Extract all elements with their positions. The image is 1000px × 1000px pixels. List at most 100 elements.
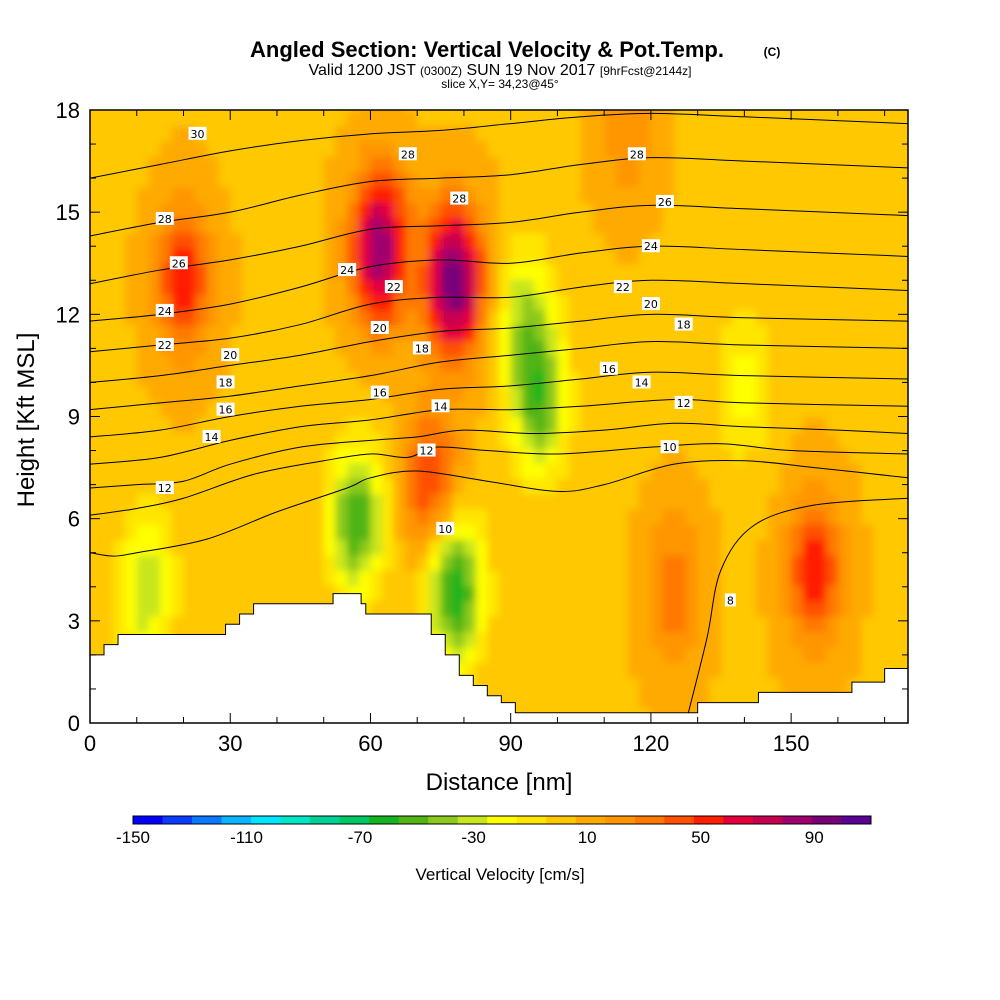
- velocity-cell: [475, 339, 489, 357]
- velocity-cell: [417, 247, 430, 265]
- velocity-cell: [183, 431, 197, 449]
- velocity-cell: [288, 293, 302, 311]
- velocity-cell: [90, 493, 103, 510]
- velocity-cell: [487, 140, 500, 157]
- velocity-cell: [300, 278, 314, 295]
- velocity-cell: [230, 324, 243, 341]
- velocity-cell: [463, 585, 477, 602]
- velocity-cell: [160, 324, 173, 341]
- velocity-cell: [650, 110, 664, 127]
- velocity-cell: [265, 355, 278, 372]
- theta-contour-line: [687, 497, 908, 713]
- velocity-cell: [779, 631, 793, 648]
- velocity-cell: [721, 232, 734, 249]
- velocity-cell: [802, 324, 816, 341]
- velocity-cell: [510, 554, 524, 571]
- velocity-cell: [195, 324, 208, 341]
- velocity-cell: [767, 493, 781, 510]
- velocity-cell: [347, 355, 360, 372]
- contour-label: 12: [674, 395, 693, 410]
- velocity-cell: [674, 339, 687, 357]
- velocity-cell: [534, 217, 547, 234]
- velocity-cell: [90, 431, 103, 449]
- velocity-cell: [814, 339, 828, 357]
- velocity-cell: [312, 401, 325, 418]
- velocity-cell: [358, 155, 372, 173]
- velocity-cell: [674, 677, 687, 694]
- velocity-cell: [300, 508, 314, 525]
- velocity-cell: [241, 554, 255, 571]
- velocity-cell: [674, 661, 687, 679]
- velocity-cell: [697, 508, 711, 525]
- velocity-cell: [709, 201, 723, 219]
- velocity-cell: [861, 661, 874, 679]
- velocity-cell: [557, 217, 571, 234]
- colorbar-swatch: [841, 816, 872, 824]
- velocity-cell: [697, 477, 711, 495]
- velocity-cell: [522, 247, 536, 265]
- velocity-cell: [802, 523, 816, 541]
- velocity-cell: [545, 140, 559, 157]
- velocity-cell: [230, 385, 243, 403]
- velocity-cell: [300, 201, 314, 219]
- velocity-cell: [230, 201, 243, 219]
- velocity-cell: [335, 186, 349, 203]
- velocity-cell: [136, 155, 150, 173]
- velocity-cell: [744, 217, 758, 234]
- velocity-cell: [639, 201, 652, 219]
- velocity-cell: [475, 370, 489, 387]
- colorbar-swatch: [634, 816, 665, 824]
- colorbar-swatch: [752, 816, 783, 824]
- contour-label: 12: [155, 481, 174, 495]
- velocity-cell: [814, 140, 828, 157]
- velocity-cell: [510, 416, 524, 433]
- velocity-cell: [896, 401, 908, 418]
- velocity-cell: [171, 462, 185, 479]
- velocity-cell: [440, 600, 454, 617]
- velocity-cell: [358, 110, 372, 127]
- velocity-cell: [580, 431, 594, 449]
- velocity-cell: [767, 293, 781, 311]
- velocity-cell: [171, 201, 185, 219]
- velocity-cell: [580, 508, 594, 525]
- velocity-cell: [604, 692, 617, 709]
- velocity-cell: [639, 585, 652, 602]
- velocity-cell: [802, 462, 816, 479]
- velocity-cell: [171, 355, 185, 372]
- velocity-cell: [721, 201, 734, 219]
- velocity-cell: [148, 355, 162, 372]
- velocity-cell: [580, 263, 594, 280]
- velocity-cell: [405, 554, 419, 571]
- velocity-cell: [463, 508, 477, 525]
- velocity-cell: [884, 278, 898, 295]
- velocity-cell: [592, 110, 606, 127]
- velocity-cell: [452, 615, 465, 633]
- velocity-cell: [265, 431, 278, 449]
- velocity-cell: [557, 447, 571, 464]
- velocity-cell: [288, 155, 302, 173]
- velocity-cell: [884, 155, 898, 173]
- velocity-cell: [323, 508, 337, 525]
- velocity-cell: [732, 232, 746, 249]
- velocity-cell: [101, 217, 115, 234]
- velocity-cell: [218, 539, 232, 556]
- velocity-cell: [650, 447, 664, 464]
- velocity-cell: [323, 539, 337, 556]
- velocity-cell: [358, 431, 372, 449]
- velocity-cell: [136, 232, 150, 249]
- velocity-cell: [721, 110, 734, 111]
- velocity-cell: [569, 569, 582, 587]
- velocity-cell: [90, 186, 103, 203]
- velocity-cell: [732, 125, 746, 142]
- velocity-cell: [510, 462, 524, 479]
- velocity-cell: [685, 569, 699, 587]
- velocity-cell: [230, 140, 243, 157]
- velocity-cell: [779, 585, 793, 602]
- velocity-cell: [545, 493, 559, 510]
- velocity-cell: [101, 293, 115, 311]
- velocity-cell: [826, 232, 839, 249]
- velocity-cell: [791, 370, 804, 387]
- velocity-cell: [405, 600, 419, 617]
- velocity-cell: [113, 263, 127, 280]
- velocity-cell: [604, 293, 617, 311]
